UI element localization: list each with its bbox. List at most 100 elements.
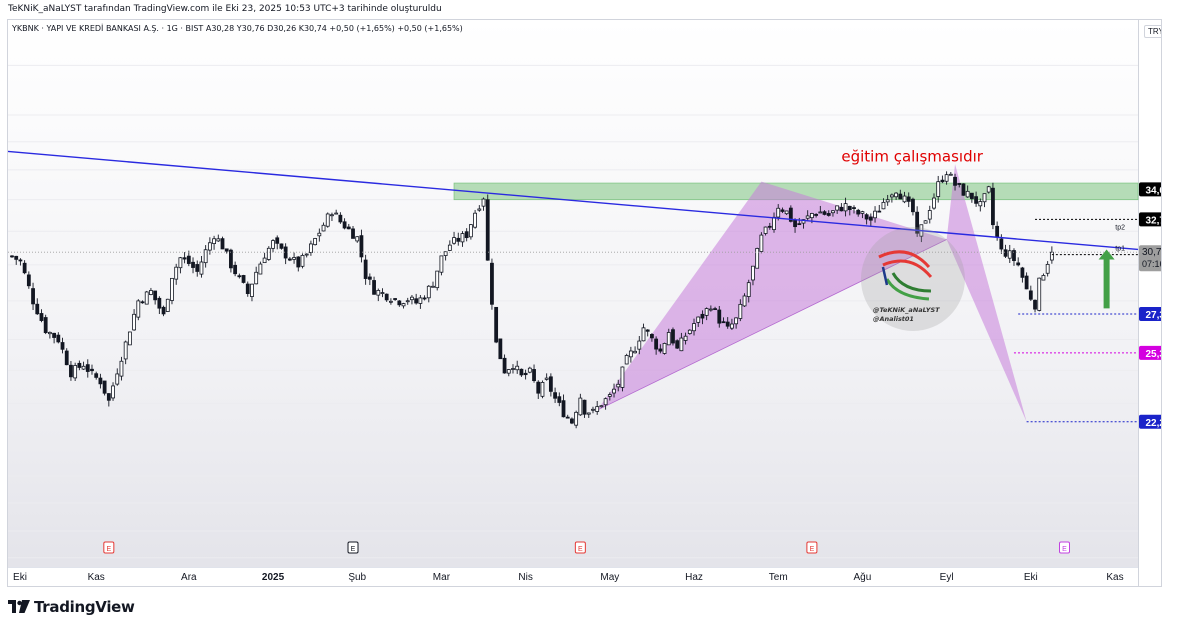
candle-body	[77, 362, 82, 368]
candle-body	[258, 263, 263, 275]
candle-body	[47, 331, 52, 335]
candle-body	[666, 332, 671, 346]
candle-body	[149, 290, 153, 295]
candle-body	[136, 300, 141, 318]
candle-body	[894, 192, 898, 198]
candle-body	[1020, 267, 1025, 278]
time-tick-label: Kas	[88, 572, 105, 583]
time-tick-label: Eki	[13, 572, 27, 583]
candle-body	[1007, 250, 1012, 259]
candle-body	[995, 225, 1000, 238]
candle-body	[401, 303, 406, 307]
candle-body	[506, 369, 511, 374]
time-tick-label: Ara	[181, 572, 197, 583]
candle-body	[641, 327, 646, 342]
candle-body	[414, 298, 419, 304]
candle-body	[839, 206, 844, 212]
candle-body	[877, 210, 882, 213]
candle-body	[69, 364, 73, 378]
candle-body	[220, 238, 225, 250]
candle-body	[271, 240, 275, 249]
watermark-red-arrow	[882, 259, 933, 278]
candle-body	[262, 257, 267, 264]
candle-body	[43, 317, 48, 334]
candle-body	[847, 205, 852, 211]
candle-body	[843, 203, 848, 212]
time-tick-label: 2025	[262, 572, 285, 583]
candle-body	[730, 323, 734, 329]
tradingview-logo[interactable]: TradingView	[8, 598, 135, 616]
candle-body	[351, 228, 355, 239]
candle-body	[127, 331, 132, 346]
earnings-marker-label: E	[106, 546, 111, 553]
candle-body	[822, 211, 827, 215]
price-label-box	[1139, 414, 1161, 429]
time-tick-label: Tem	[769, 572, 788, 583]
candle-body	[717, 309, 722, 324]
candle-body	[797, 223, 802, 226]
candle-body	[628, 350, 633, 358]
candle-body	[1037, 277, 1042, 311]
candle-body	[637, 340, 642, 350]
candle-body	[123, 341, 128, 360]
candle-body	[607, 394, 612, 397]
candle-body	[868, 216, 873, 221]
candle-body	[481, 198, 486, 207]
candle-body	[751, 265, 755, 281]
time-tick-label: Şub	[348, 572, 366, 583]
candle-body	[953, 176, 957, 186]
time-axis[interactable]	[8, 567, 1138, 586]
candle-body	[241, 275, 246, 283]
candle-body	[944, 174, 949, 182]
candle-body	[157, 297, 162, 309]
candle-body	[801, 219, 806, 224]
candle-body	[338, 214, 343, 223]
candle-body	[586, 412, 591, 415]
candle-body	[527, 367, 532, 373]
candle-body	[94, 373, 99, 378]
candle-body	[645, 329, 650, 332]
candle-body	[119, 360, 124, 377]
candle-body	[818, 211, 823, 214]
candle-body	[793, 219, 797, 228]
annotation-text: eğitim çalışmasıdır	[841, 147, 983, 165]
candle-body	[936, 181, 941, 197]
candle-body	[346, 226, 351, 230]
candle-body	[216, 238, 221, 242]
candle-body	[452, 237, 456, 244]
candle-body	[106, 393, 111, 401]
price-label-text: 27,30	[1145, 310, 1162, 321]
candle-body	[532, 369, 536, 382]
earnings-marker	[347, 541, 359, 554]
candle-body	[60, 342, 65, 350]
candlestick-chart[interactable]: tp2 tp1 eğitim çalışmasıdır @TeKNiK_aNaLYST…	[8, 20, 1162, 587]
candle-body	[574, 411, 579, 426]
candle-body	[654, 338, 659, 350]
candle-body	[1033, 299, 1037, 310]
candle-body	[431, 285, 435, 288]
candle-body	[704, 308, 709, 316]
candle-body	[279, 243, 284, 249]
candle-body	[321, 224, 326, 232]
time-tick-label: Haz	[685, 572, 703, 583]
candle-body	[515, 365, 520, 371]
candle-body	[906, 196, 911, 202]
candle-body	[443, 251, 448, 256]
candle-body	[780, 209, 785, 212]
candle-body	[397, 300, 402, 306]
candle-body	[662, 343, 667, 354]
candle-body	[85, 364, 90, 372]
candle-body	[161, 306, 166, 315]
candle-body	[814, 213, 819, 216]
candle-body	[170, 277, 174, 301]
candle-body	[26, 274, 31, 287]
candle-body	[1024, 275, 1029, 290]
candle-body	[986, 186, 991, 193]
candle-body	[772, 216, 776, 231]
current-price-text: 30,74	[1142, 247, 1162, 258]
candle-body	[603, 398, 608, 406]
candle-body	[696, 316, 701, 323]
currency-label[interactable]: TRY	[1144, 25, 1161, 38]
candle-body	[852, 207, 856, 210]
price-axis[interactable]	[1138, 20, 1161, 586]
